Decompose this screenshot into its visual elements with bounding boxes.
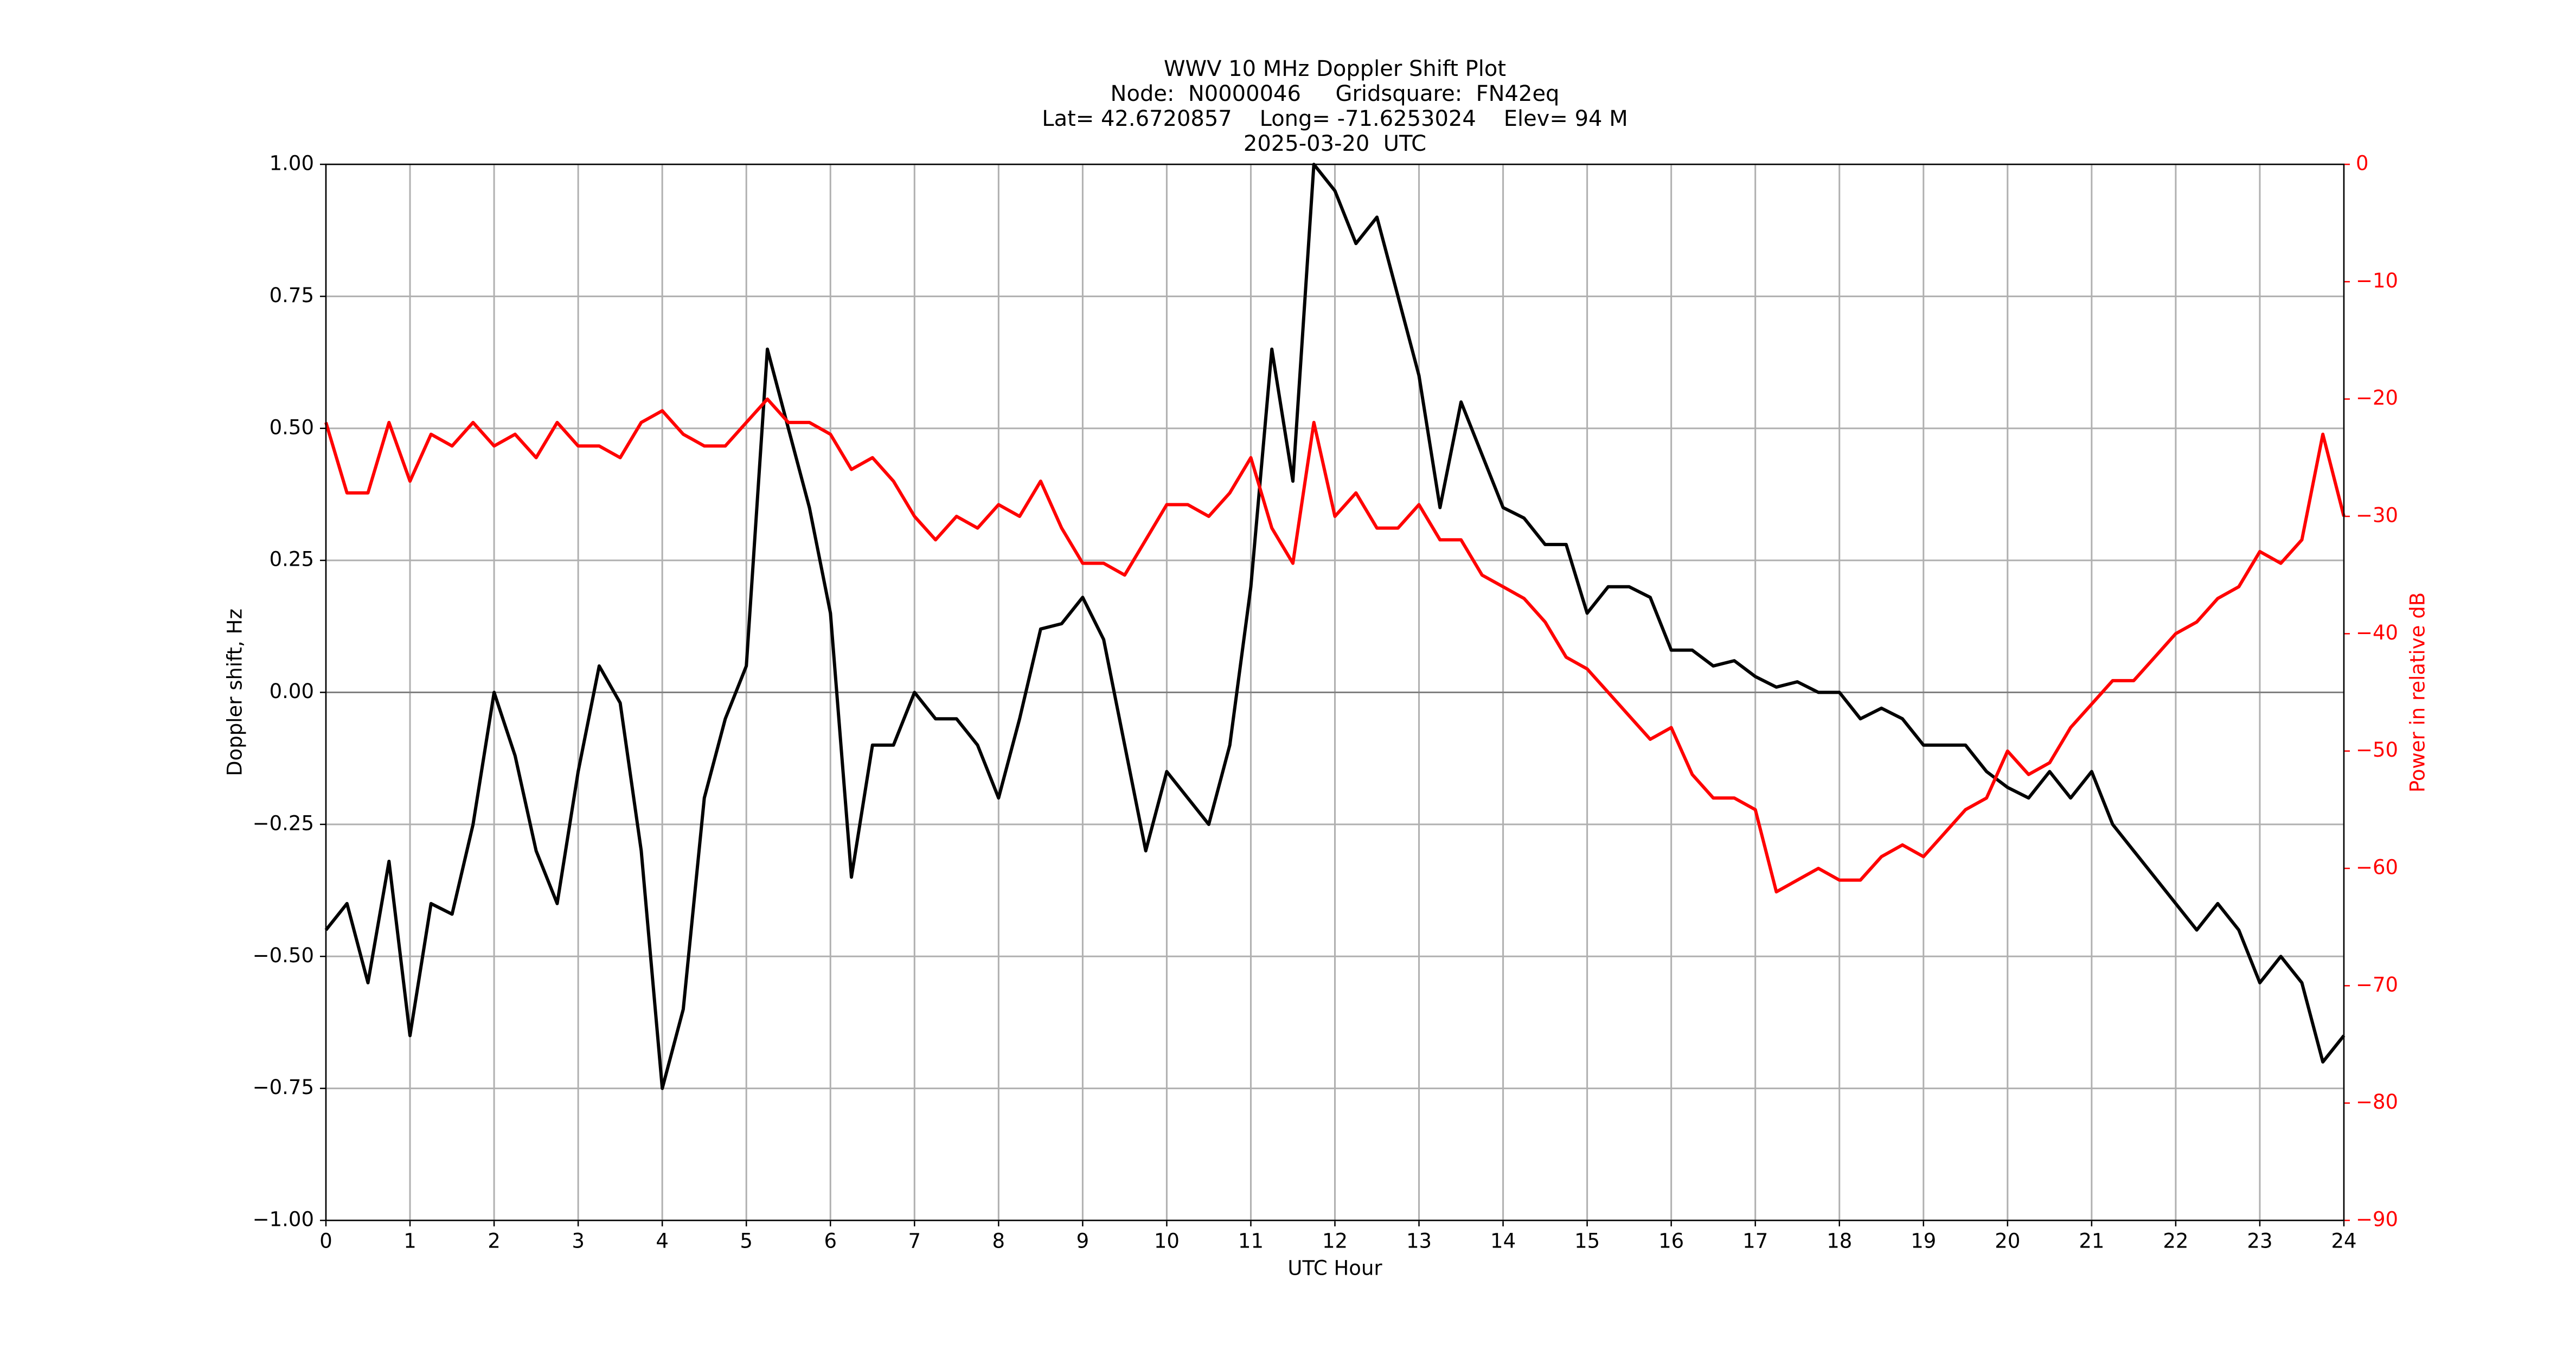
x-tick-label: 7 bbox=[908, 1230, 921, 1253]
y-tick-label: 0.00 bbox=[270, 680, 314, 703]
x-tick-label: 12 bbox=[1322, 1230, 1348, 1253]
y2-tick-label: −70 bbox=[2356, 973, 2398, 996]
x-tick-label: 23 bbox=[2247, 1230, 2272, 1253]
y-axis-label: Doppler shift, Hz bbox=[223, 609, 247, 776]
x-tick-label: 21 bbox=[2079, 1230, 2104, 1253]
plot-frame bbox=[325, 163, 2345, 1221]
x-tick-label: 16 bbox=[1658, 1230, 1684, 1253]
y2-tick-label: −40 bbox=[2356, 621, 2398, 644]
x-tick-label: 10 bbox=[1154, 1230, 1180, 1253]
chart-title: WWV 10 MHz Doppler Shift Plot bbox=[1164, 56, 1506, 81]
x-tick-label: 2 bbox=[488, 1230, 501, 1253]
y-tick-label: 0.25 bbox=[270, 548, 314, 571]
x-tick-label: 13 bbox=[1406, 1230, 1432, 1253]
y2-tick-label: −20 bbox=[2356, 386, 2398, 410]
x-tick-label: 1 bbox=[403, 1230, 416, 1253]
x-tick-label: 3 bbox=[572, 1230, 585, 1253]
x-tick-label: 0 bbox=[319, 1230, 332, 1253]
x-tick-label: 5 bbox=[740, 1230, 753, 1253]
y2-tick-label: −30 bbox=[2356, 504, 2398, 527]
x-tick-label: 15 bbox=[1574, 1230, 1600, 1253]
chart-title: Lat= 42.6720857 Long= -71.6253024 Elev= … bbox=[1042, 106, 1627, 131]
x-tick-label: 22 bbox=[2163, 1230, 2188, 1253]
x-tick-label: 11 bbox=[1238, 1230, 1264, 1253]
x-tick-label: 24 bbox=[2331, 1230, 2356, 1253]
x-tick-label: 14 bbox=[1490, 1230, 1516, 1253]
x-tick-label: 18 bbox=[1827, 1230, 1852, 1253]
data-line bbox=[324, 163, 2346, 1090]
y-tick-label: 0.75 bbox=[270, 284, 314, 307]
y-tick-label: −1.00 bbox=[253, 1208, 314, 1231]
y2-axis-label: Power in relative dB bbox=[2406, 592, 2430, 792]
y2-tick-label: −60 bbox=[2356, 856, 2398, 879]
x-tick-label: 6 bbox=[824, 1230, 837, 1253]
x-tick-label: 9 bbox=[1076, 1230, 1090, 1253]
y2-tick-label: −80 bbox=[2356, 1090, 2398, 1114]
x-tick-label: 4 bbox=[656, 1230, 669, 1253]
chart-title: 2025-03-20 UTC bbox=[1244, 131, 1426, 156]
y-tick-label: −0.25 bbox=[253, 811, 314, 835]
y-tick-label: −0.50 bbox=[253, 944, 314, 967]
y2-tick-label: 0 bbox=[2356, 152, 2369, 175]
y-tick-label: −0.75 bbox=[253, 1076, 314, 1099]
data-line bbox=[324, 397, 2346, 894]
y2-tick-label: −90 bbox=[2356, 1208, 2398, 1231]
x-axis-label: UTC Hour bbox=[1287, 1257, 1382, 1280]
y-tick-label: 1.00 bbox=[270, 152, 314, 175]
x-tick-label: 17 bbox=[1742, 1230, 1768, 1253]
x-tick-label: 20 bbox=[1995, 1230, 2020, 1253]
x-tick-label: 8 bbox=[992, 1230, 1005, 1253]
y2-tick-label: −10 bbox=[2356, 269, 2398, 292]
y-tick-label: 0.50 bbox=[270, 415, 314, 439]
chart-title: Node: N0000046 Gridsquare: FN42eq bbox=[1111, 81, 1560, 106]
y2-tick-label: −50 bbox=[2356, 738, 2398, 762]
x-tick-label: 19 bbox=[1911, 1230, 1936, 1253]
